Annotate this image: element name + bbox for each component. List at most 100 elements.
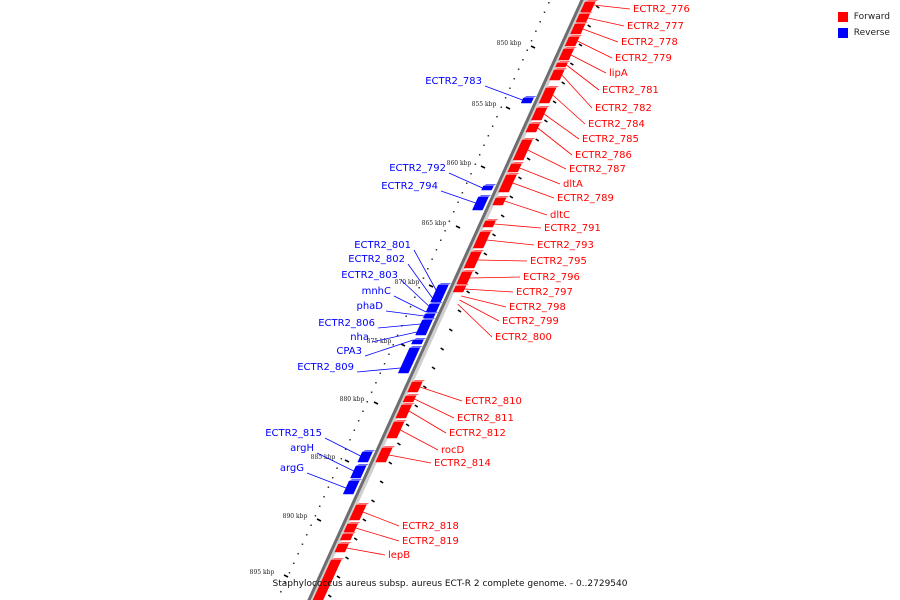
minor-tick bbox=[504, 97, 507, 99]
kbp-label: 865 kbp bbox=[422, 220, 447, 227]
genome-caption: Staphylococcus aureus subsp. aureus ECT-… bbox=[272, 579, 628, 589]
major-tick bbox=[552, 100, 557, 104]
major-tick bbox=[414, 404, 419, 408]
major-tick bbox=[578, 43, 583, 47]
reverse-leader-line bbox=[324, 437, 361, 457]
forward-gene-label: ECTR2_798 bbox=[509, 302, 566, 313]
forward-gene-block-highlight bbox=[393, 420, 407, 422]
minor-tick bbox=[513, 78, 516, 80]
minor-tick bbox=[349, 439, 351, 441]
kbp-label: 895 kbp bbox=[250, 569, 275, 576]
forward-gene-block-highlight bbox=[585, 0, 599, 2]
minor-tick bbox=[517, 68, 520, 70]
major-tick bbox=[595, 5, 600, 9]
minor-tick bbox=[478, 154, 481, 156]
reverse-gene-label: ECTR2_792 bbox=[389, 163, 446, 174]
forward-gene-block-highlight bbox=[356, 503, 370, 505]
minor-tick bbox=[388, 353, 390, 355]
reverse-gene-block bbox=[350, 465, 367, 479]
reverse-gene-label: phaD bbox=[356, 301, 383, 312]
kbp-label: 875 kbp bbox=[367, 338, 392, 345]
reverse-gene-label: ECTR2_815 bbox=[265, 428, 322, 439]
reverse-gene-block-highlight bbox=[425, 312, 439, 314]
forward-leader-line bbox=[414, 398, 455, 419]
minor-tick bbox=[522, 59, 524, 61]
forward-gene-label: ECTR2_799 bbox=[502, 316, 559, 327]
minor-tick bbox=[310, 524, 312, 526]
forward-gene-label: ECTR2_795 bbox=[530, 256, 587, 267]
reverse-gene-label: ECTR2_783 bbox=[425, 76, 482, 87]
minor-tick bbox=[409, 306, 412, 308]
forward-gene-label: ECTR2_785 bbox=[582, 134, 639, 145]
forward-gene-label: ECTR2_800 bbox=[495, 332, 552, 343]
minor-tick bbox=[444, 230, 446, 232]
forward-gene-label: ECTR2_789 bbox=[557, 193, 614, 204]
reverse-gene-label: ECTR2_794 bbox=[381, 181, 438, 192]
major-tick bbox=[388, 461, 393, 465]
minor-tick bbox=[366, 401, 369, 403]
forward-gene-block-highlight bbox=[347, 522, 361, 524]
forward-gene-label: ECTR2_776 bbox=[633, 4, 690, 15]
kbp-label: 885 kbp bbox=[311, 454, 336, 461]
reverse-gene-label: ECTR2_806 bbox=[318, 318, 375, 329]
minor-tick bbox=[452, 211, 455, 213]
forward-gene-label: ECTR2_811 bbox=[457, 413, 514, 424]
reverse-gene-label: argH bbox=[290, 443, 314, 454]
forward-gene-label: ECTR2_812 bbox=[449, 428, 506, 439]
reverse-gene-block bbox=[357, 451, 373, 463]
forward-gene-label: ECTR2_818 bbox=[402, 521, 459, 532]
kbp-dash bbox=[455, 225, 461, 229]
minor-tick bbox=[293, 562, 295, 564]
major-tick bbox=[448, 328, 453, 332]
minor-tick bbox=[543, 11, 546, 13]
forward-leader-line bbox=[587, 17, 625, 27]
forward-gene-label: ECTR2_797 bbox=[516, 287, 573, 298]
forward-leader-line bbox=[469, 276, 521, 279]
kbp-dash bbox=[344, 459, 350, 463]
reverse-leader-line bbox=[484, 85, 523, 101]
forward-leader-line bbox=[457, 303, 493, 338]
reverse-leader-line bbox=[400, 279, 430, 307]
kbp-dash bbox=[505, 106, 511, 110]
kbp-dash bbox=[530, 45, 536, 49]
forward-leader-line bbox=[582, 28, 619, 43]
forward-leader-line bbox=[461, 295, 507, 308]
tick-marks bbox=[280, 2, 600, 598]
major-tick bbox=[336, 575, 341, 579]
minor-tick bbox=[383, 363, 386, 365]
minor-tick bbox=[370, 391, 373, 393]
major-tick bbox=[327, 594, 332, 598]
gene-blocks bbox=[312, 0, 599, 600]
major-tick bbox=[440, 347, 445, 351]
genome-backbone bbox=[307, 0, 588, 600]
reverse-gene-block bbox=[411, 339, 424, 345]
forward-gene-block-highlight bbox=[529, 122, 543, 124]
minor-tick bbox=[405, 315, 407, 317]
forward-gene-label: ECTR2_819 bbox=[402, 536, 459, 547]
forward-gene-block-highlight bbox=[405, 394, 419, 396]
forward-gene-label: lepB bbox=[388, 550, 410, 561]
forward-gene-label: dltC bbox=[550, 210, 570, 221]
backbone-line bbox=[307, 0, 584, 600]
backbone-shadow bbox=[309, 0, 588, 600]
forward-gene-label: ECTR2_814 bbox=[434, 458, 491, 469]
forward-gene-label: ECTR2_781 bbox=[602, 85, 659, 96]
forward-leader-line bbox=[400, 429, 439, 451]
reverse-gene-label: ECTR2_801 bbox=[354, 240, 411, 251]
minor-tick bbox=[422, 277, 425, 279]
forward-leader-line bbox=[408, 410, 447, 434]
forward-leader-line bbox=[504, 200, 548, 216]
minor-tick bbox=[500, 106, 503, 108]
major-tick bbox=[526, 157, 531, 161]
reverse-gene-block-highlight bbox=[422, 318, 436, 320]
minor-tick bbox=[306, 534, 308, 536]
minor-tick bbox=[448, 220, 451, 222]
minor-tick bbox=[340, 458, 343, 460]
reverse-leader-line bbox=[385, 310, 425, 317]
reverse-gene-block-highlight bbox=[483, 184, 497, 186]
major-tick bbox=[569, 62, 574, 66]
forward-leader-line bbox=[486, 239, 535, 246]
minor-tick bbox=[496, 116, 498, 118]
minor-tick bbox=[297, 553, 299, 555]
